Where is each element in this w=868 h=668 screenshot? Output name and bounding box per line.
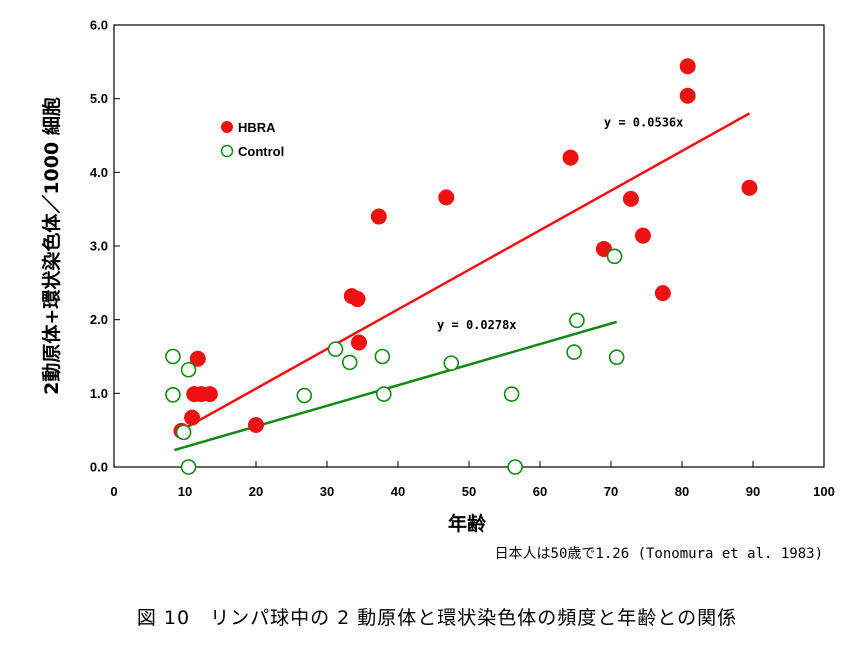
point-control — [374, 348, 391, 365]
point-control — [180, 459, 197, 475]
y-axis-title: 2動原体+環状染色体／1000 細胞 — [40, 97, 63, 395]
trend-lines: y = 0.0536x y = 0.0278x — [174, 112, 751, 452]
point-control — [608, 349, 625, 366]
trendline-equation: y = 0.0536x — [604, 116, 683, 130]
point-control — [165, 387, 181, 403]
point-control — [443, 355, 460, 371]
legend-marker-hbra — [221, 121, 233, 133]
point-hbra — [622, 190, 639, 207]
point-hbra — [679, 87, 696, 104]
plot-area — [113, 24, 825, 468]
point-hbra — [349, 291, 366, 308]
y-tick-label: 0.0 — [90, 460, 108, 475]
legend-marker-control — [220, 144, 234, 158]
y-tick-label: 5.0 — [90, 91, 108, 106]
point-hbra — [634, 227, 651, 244]
y-tick-label: 4.0 — [90, 165, 108, 180]
point-hbra — [201, 386, 218, 403]
point-control — [175, 424, 192, 441]
point-hbra — [189, 350, 206, 367]
plot-border — [113, 24, 825, 468]
x-tick-label: 90 — [746, 484, 760, 499]
y-axis: 0.0 1.0 2.0 3.0 4.0 5.0 6.0 — [90, 18, 120, 475]
x-tick-label: 80 — [675, 484, 689, 499]
point-hbra — [350, 334, 367, 351]
x-tick-label: 20 — [249, 484, 263, 499]
point-hbra — [438, 189, 455, 206]
point-hbra — [679, 58, 696, 75]
point-hbra — [370, 208, 387, 225]
point-hbra — [741, 179, 758, 196]
y-tick-label: 3.0 — [90, 239, 108, 254]
point-hbra — [562, 149, 579, 166]
point-control — [180, 361, 197, 378]
point-control — [606, 248, 623, 265]
trendline-equation: y = 0.0278x — [437, 318, 516, 332]
point-control — [507, 459, 523, 475]
x-axis: 0 10 20 30 40 50 60 70 80 90 100 — [110, 461, 835, 499]
legend-label-control: Control — [238, 144, 284, 159]
x-tick-label: 30 — [320, 484, 334, 499]
x-tick-label: 70 — [604, 484, 618, 499]
x-tick-label: 40 — [391, 484, 405, 499]
point-hbra — [248, 417, 264, 434]
trendline-control — [174, 320, 618, 452]
point-hbra — [654, 285, 671, 302]
legend-label-hbra: HBRA — [238, 120, 276, 135]
x-tick-label: 50 — [462, 484, 476, 499]
legend: HBRA Control — [220, 120, 284, 159]
trendline-hbra — [180, 112, 751, 432]
point-hbra — [184, 409, 201, 426]
point-control — [341, 354, 358, 371]
x-tick-label: 100 — [813, 484, 835, 499]
point-control — [327, 341, 344, 357]
x-axis-title: 年齢 — [448, 512, 487, 535]
data-points — [165, 58, 758, 475]
point-control — [165, 348, 181, 365]
y-tick-label: 6.0 — [90, 18, 108, 33]
y-tick-label: 2.0 — [90, 312, 108, 327]
reference-note: 日本人は50歳で1.26 (Tonomura et al. 1983) — [495, 546, 823, 562]
figure-caption: 図 10 リンパ球中の 2 動原体と環状染色体の頻度と年齢との関係 — [137, 607, 737, 629]
point-control — [375, 386, 392, 402]
x-tick-label: 0 — [110, 484, 117, 499]
x-tick-label: 60 — [533, 484, 547, 499]
y-tick-label: 1.0 — [90, 386, 108, 401]
x-tick-label: 10 — [178, 484, 192, 499]
point-control — [503, 386, 520, 402]
point-control — [569, 312, 585, 329]
point-control — [566, 344, 582, 360]
point-control — [296, 387, 313, 404]
